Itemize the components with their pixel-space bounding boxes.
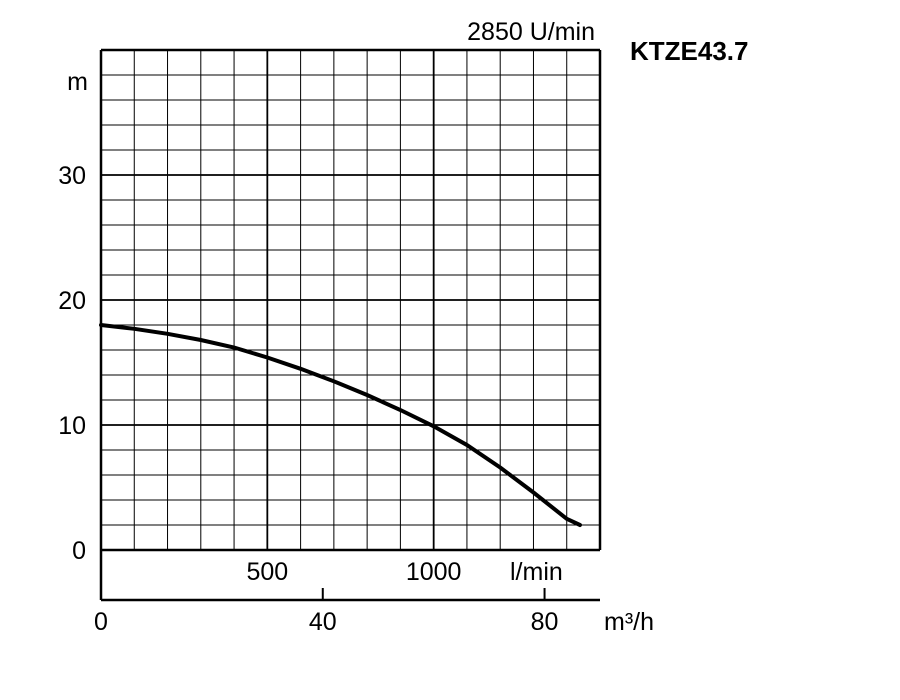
x-tick-label-m3h: 40 — [309, 608, 337, 636]
speed-label: 2850 U/min — [467, 18, 595, 46]
y-tick-label: 20 — [58, 287, 86, 315]
series-curve — [99, 323, 582, 527]
x-tick-label-m3h: 80 — [531, 608, 559, 636]
grid — [100, 49, 601, 551]
x-axis-label-lmin: l/min — [510, 558, 563, 586]
x-tick-labels: 500 1000 0 40 80 — [94, 558, 558, 636]
x-axis-label-m3h: m³/h — [604, 608, 654, 636]
x-tick-label-lmin: 500 — [246, 558, 288, 586]
y-tick-label: 0 — [72, 537, 86, 565]
x-tick-label-m3h: 0 — [94, 608, 108, 636]
y-tick-label: 30 — [58, 162, 86, 190]
x-tick-label-lmin: 1000 — [406, 558, 462, 586]
y-tick-label: 10 — [58, 412, 86, 440]
chart-title: KTZE43.7 — [630, 36, 749, 66]
y-axis-label: m — [67, 68, 88, 96]
y-tick-labels: 0 10 20 30 — [58, 162, 86, 565]
